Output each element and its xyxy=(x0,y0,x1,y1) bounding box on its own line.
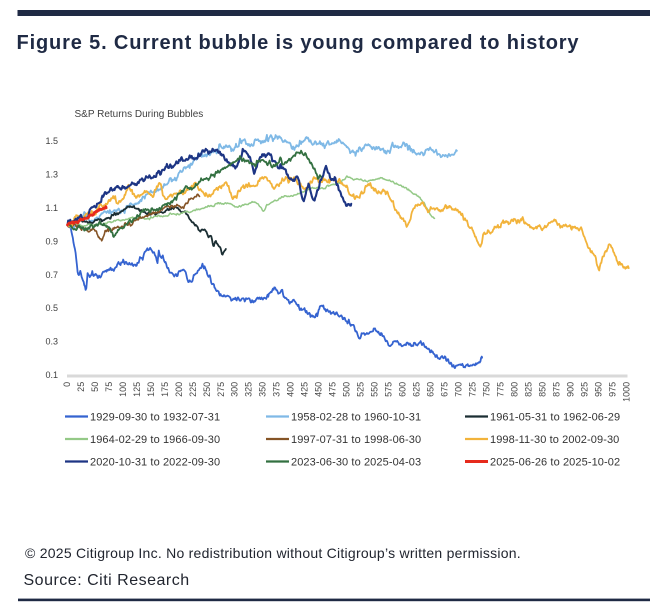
svg-text:1000: 1000 xyxy=(621,382,631,402)
svg-text:800: 800 xyxy=(509,382,519,397)
svg-text:1997-07-31 to 1998-06-30: 1997-07-31 to 1998-06-30 xyxy=(291,434,421,446)
svg-text:2023-06-30 to 2025-04-03: 2023-06-30 to 2025-04-03 xyxy=(291,456,421,468)
svg-text:225: 225 xyxy=(188,382,198,397)
svg-text:S&P Returns During Bubbles: S&P Returns During Bubbles xyxy=(75,109,204,120)
svg-text:1.5: 1.5 xyxy=(45,136,58,146)
svg-text:2020-10-31 to 2022-09-30: 2020-10-31 to 2022-09-30 xyxy=(90,456,220,468)
svg-text:1.1: 1.1 xyxy=(45,203,58,213)
svg-text:950: 950 xyxy=(593,382,603,397)
svg-text:850: 850 xyxy=(537,382,547,397)
svg-text:125: 125 xyxy=(132,382,142,397)
svg-text:1961-05-31 to 1962-06-29: 1961-05-31 to 1962-06-29 xyxy=(490,411,620,423)
svg-text:300: 300 xyxy=(230,382,240,397)
svg-text:350: 350 xyxy=(258,382,268,397)
svg-text:375: 375 xyxy=(272,382,282,397)
svg-text:0: 0 xyxy=(62,382,72,387)
svg-text:2025-06-26 to 2025-10-02: 2025-06-26 to 2025-10-02 xyxy=(490,456,620,468)
svg-text:0.9: 0.9 xyxy=(45,236,58,246)
svg-text:1998-11-30 to 2002-09-30: 1998-11-30 to 2002-09-30 xyxy=(490,434,619,446)
svg-text:© 2025 Citigroup Inc. No redis: © 2025 Citigroup Inc. No redistribution … xyxy=(25,545,521,561)
svg-text:250: 250 xyxy=(202,382,212,397)
svg-text:175: 175 xyxy=(160,382,170,397)
svg-text:625: 625 xyxy=(412,382,422,397)
svg-text:1.3: 1.3 xyxy=(45,170,58,180)
svg-text:475: 475 xyxy=(328,382,338,397)
svg-text:450: 450 xyxy=(314,382,324,397)
svg-text:500: 500 xyxy=(342,382,352,397)
svg-text:925: 925 xyxy=(579,382,589,397)
svg-text:725: 725 xyxy=(467,382,477,397)
svg-text:550: 550 xyxy=(370,382,380,397)
svg-text:0.1: 0.1 xyxy=(45,370,58,380)
svg-text:750: 750 xyxy=(481,382,491,397)
svg-text:275: 275 xyxy=(216,382,226,397)
svg-text:0.3: 0.3 xyxy=(45,337,58,347)
svg-text:975: 975 xyxy=(607,382,617,397)
svg-text:675: 675 xyxy=(440,382,450,397)
svg-text:1929-09-30 to 1932-07-31: 1929-09-30 to 1932-07-31 xyxy=(90,411,220,423)
svg-text:775: 775 xyxy=(495,382,505,397)
svg-text:0.7: 0.7 xyxy=(45,270,58,280)
svg-text:Source: Citi Research: Source: Citi Research xyxy=(24,572,190,589)
svg-text:200: 200 xyxy=(174,382,184,397)
svg-text:900: 900 xyxy=(565,382,575,397)
svg-text:1958-02-28 to 1960-10-31: 1958-02-28 to 1960-10-31 xyxy=(291,411,421,423)
svg-text:400: 400 xyxy=(286,382,296,397)
svg-text:75: 75 xyxy=(104,382,114,392)
svg-text:50: 50 xyxy=(90,382,100,392)
svg-text:150: 150 xyxy=(146,382,156,397)
svg-text:575: 575 xyxy=(384,382,394,397)
svg-text:325: 325 xyxy=(244,382,254,397)
svg-text:825: 825 xyxy=(523,382,533,397)
svg-text:700: 700 xyxy=(453,382,463,397)
svg-text:1964-02-29 to 1966-09-30: 1964-02-29 to 1966-09-30 xyxy=(90,434,220,446)
svg-text:650: 650 xyxy=(426,382,436,397)
svg-text:875: 875 xyxy=(551,382,561,397)
svg-text:600: 600 xyxy=(398,382,408,397)
svg-text:25: 25 xyxy=(76,382,86,392)
svg-text:425: 425 xyxy=(300,382,310,397)
svg-text:0.5: 0.5 xyxy=(45,303,58,313)
svg-text:100: 100 xyxy=(118,382,128,397)
svg-text:525: 525 xyxy=(356,382,366,397)
svg-text:Figure 5. Current bubble is yo: Figure 5. Current bubble is young compar… xyxy=(17,32,580,54)
